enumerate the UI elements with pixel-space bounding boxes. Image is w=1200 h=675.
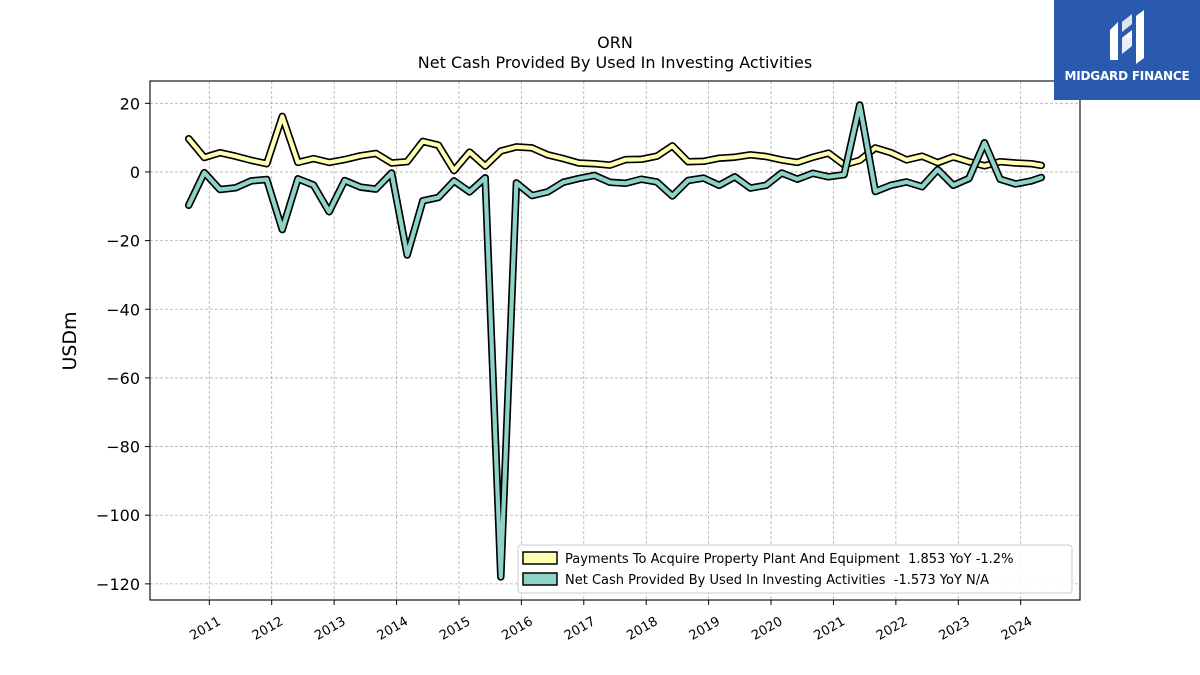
y-tick-label: 20 [120,94,140,113]
legend: Payments To Acquire Property Plant And E… [517,544,1073,594]
chart-subtitle: Net Cash Provided By Used In Investing A… [418,53,812,72]
chart-title: ORN [597,33,633,52]
logo-text: MIDGARD FINANCE [1064,69,1190,83]
legend-box [517,544,1073,594]
y-tick-label: −100 [96,506,140,525]
plot-area [149,80,1081,601]
legend-entry-net-cash: Net Cash Provided By Used In Investing A… [565,573,989,588]
legend-swatch-payments [522,551,558,565]
series-line-payments [186,114,1044,173]
brand-logo: MIDGARD FINANCE [1054,0,1200,100]
y-tick-label: 0 [130,163,140,182]
legend-swatch-net-cash [522,572,558,586]
y-tick-label: −120 [96,575,140,594]
series-lines [184,101,1046,581]
logo-mark-icon [1110,10,1144,64]
legend-entry-payments: Payments To Acquire Property Plant And E… [565,552,1013,567]
y-axis: 20 0 −20 −40 −60 −80 −100 −120 [96,94,150,594]
y-axis-label: USDm [59,311,81,370]
series-line-net-cash [186,102,1044,580]
y-tick-label: −20 [106,232,140,251]
y-tick-label: −60 [106,369,140,388]
y-tick-label: −40 [106,300,140,319]
y-tick-label: −80 [106,438,140,457]
